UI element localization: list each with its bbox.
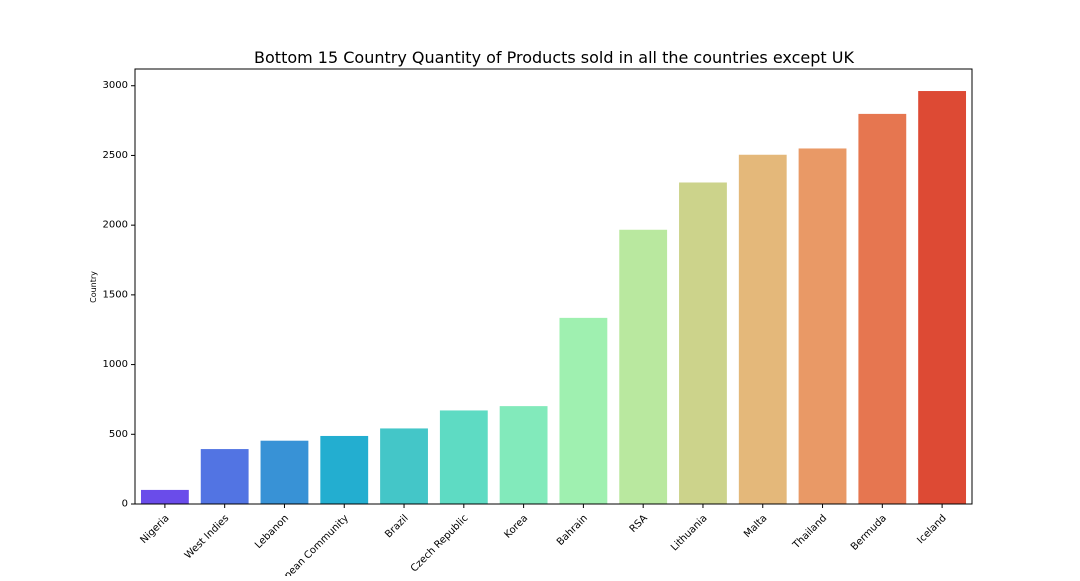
x-tick-label: Lithuania [669,513,710,554]
x-tick-label: Lebanon [253,513,291,551]
bar-west-indies [200,449,249,504]
bar-nigeria [140,489,189,504]
bar-bermuda [858,113,907,505]
x-tick-label: RSA [628,513,650,535]
y-axis-label: Country [89,271,98,303]
x-tick-label: Iceland [915,513,948,546]
x-tick-label: Czech Republic [409,513,471,575]
x-tick-label: Bahrain [555,513,590,548]
bar-czech-republic [439,410,488,504]
chart-title: Bottom 15 Country Quantity of Products s… [254,48,854,67]
bar-lithuania [679,182,727,504]
x-tick-label: Korea [502,513,530,541]
x-tick-label: Thailand [790,513,829,552]
y-tick-label: 3000 [103,80,128,91]
y-tick-label: 500 [109,429,128,440]
y-tick-label: 2500 [103,150,128,161]
bar-european-community [320,435,369,504]
x-tick-label: Bermuda [849,513,889,553]
x-tick-label: Malta [742,513,769,540]
y-ticks-group: 0 500 1000 1500 2000 2500 3000 [103,80,135,510]
bar-iceland [918,91,967,505]
bar-rsa [619,229,668,504]
bar-brazil [380,428,428,504]
bar-bahrain [559,317,608,504]
bar-lebanon [260,440,309,504]
y-tick-label: 2000 [103,220,128,231]
plot-frame [134,68,973,505]
x-tick-label: West Indies [183,513,231,561]
bar-malta [738,154,787,505]
y-tick-label: 0 [122,499,128,510]
y-tick-label: 1000 [103,359,128,370]
x-tick-label: Nigeria [138,513,171,546]
x-tick-label: Brazil [383,513,411,541]
y-tick-label: 1500 [103,289,128,300]
bar-thailand [798,148,847,504]
bar-korea [499,406,548,504]
bars-group [140,91,967,505]
